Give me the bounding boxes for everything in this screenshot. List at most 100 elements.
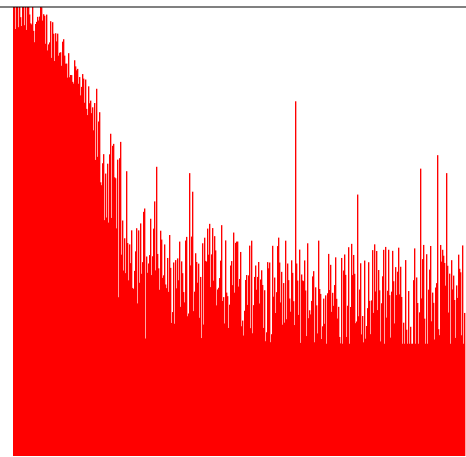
histogram-bar bbox=[380, 341, 382, 456]
histogram-bar bbox=[176, 288, 178, 456]
histogram-bar bbox=[253, 305, 255, 456]
histogram-bar bbox=[444, 262, 446, 456]
histogram-bar bbox=[252, 333, 254, 456]
histogram-bar bbox=[206, 261, 208, 456]
histogram-bar bbox=[28, 7, 30, 456]
histogram-bar bbox=[384, 343, 386, 456]
histogram-bar bbox=[19, 7, 21, 456]
histogram-bar bbox=[158, 268, 160, 456]
histogram-bar bbox=[234, 292, 236, 456]
histogram-bar bbox=[129, 244, 131, 456]
histogram-bar bbox=[385, 246, 387, 456]
histogram-bar bbox=[367, 308, 369, 456]
histogram-bar bbox=[130, 263, 132, 456]
histogram-bar bbox=[171, 322, 173, 456]
histogram-bar bbox=[276, 292, 278, 456]
histogram-bar bbox=[305, 290, 307, 456]
histogram-bar bbox=[144, 208, 146, 456]
histogram-bar bbox=[189, 173, 191, 456]
histogram-bar bbox=[459, 268, 461, 456]
histogram-bar bbox=[399, 294, 401, 456]
histogram-bar bbox=[159, 289, 161, 456]
histogram-bar bbox=[174, 323, 176, 456]
histogram-bar bbox=[269, 262, 271, 456]
histogram-bar bbox=[325, 295, 327, 456]
histogram-bar bbox=[222, 300, 224, 456]
histogram-bar bbox=[90, 100, 92, 457]
histogram-bar bbox=[418, 343, 420, 456]
histogram-bar bbox=[377, 310, 379, 456]
histogram-bar bbox=[68, 53, 70, 456]
histogram-bar bbox=[54, 61, 56, 456]
histogram-bar bbox=[261, 270, 263, 456]
histogram-bar bbox=[285, 240, 287, 456]
histogram-bar bbox=[237, 241, 239, 456]
histogram-bar bbox=[62, 41, 64, 457]
histogram-bar bbox=[205, 260, 207, 456]
histogram-bar bbox=[184, 302, 186, 456]
histogram-bar bbox=[387, 290, 389, 456]
histogram-bar bbox=[266, 332, 268, 456]
histogram-bar bbox=[108, 222, 110, 456]
histogram-bar bbox=[462, 245, 464, 456]
histogram-bar bbox=[344, 254, 346, 456]
histogram-bar bbox=[155, 270, 157, 456]
histogram-bar bbox=[394, 323, 396, 456]
histogram-bar bbox=[321, 339, 323, 456]
histogram-bar bbox=[145, 338, 147, 456]
histogram-bar bbox=[373, 312, 375, 456]
histogram-bar bbox=[220, 260, 222, 456]
histogram-bar bbox=[251, 240, 253, 456]
histogram-bar bbox=[280, 302, 282, 456]
histogram-bar bbox=[379, 290, 381, 456]
histogram-bar bbox=[29, 14, 31, 456]
histogram-bar bbox=[191, 236, 193, 456]
histogram-bar bbox=[27, 7, 29, 456]
histogram-bar bbox=[73, 83, 75, 457]
histogram-bar bbox=[214, 236, 216, 456]
histogram-bar bbox=[204, 237, 206, 456]
histogram-bar bbox=[125, 273, 127, 456]
histogram-bar bbox=[13, 7, 15, 456]
histogram-bar bbox=[203, 324, 205, 456]
histogram-bar bbox=[410, 326, 412, 456]
histogram-bar bbox=[210, 287, 212, 456]
histogram-bar bbox=[389, 295, 391, 456]
histogram-bar bbox=[70, 74, 72, 457]
histogram-bar bbox=[64, 55, 66, 456]
histogram-bar bbox=[240, 251, 242, 456]
histogram-bar bbox=[115, 178, 117, 456]
histogram-bar bbox=[97, 156, 99, 456]
histogram-bar bbox=[81, 86, 83, 457]
histogram-bar bbox=[361, 334, 363, 456]
histogram-bar bbox=[193, 311, 195, 456]
histogram-bar bbox=[335, 257, 337, 456]
histogram-bar bbox=[95, 159, 97, 456]
histogram-bar bbox=[135, 251, 137, 456]
histogram-bar bbox=[42, 20, 44, 457]
histogram-bar bbox=[146, 256, 148, 456]
histogram-bar bbox=[250, 328, 252, 456]
histogram-bar bbox=[213, 280, 215, 456]
histogram-bar bbox=[66, 63, 68, 457]
histogram-bar bbox=[30, 23, 32, 456]
histogram-bar bbox=[128, 280, 130, 456]
histogram-bar bbox=[82, 74, 84, 456]
histogram-bar bbox=[400, 266, 402, 456]
histogram-bar bbox=[51, 57, 53, 457]
histogram-bar bbox=[343, 270, 345, 456]
histogram-bar bbox=[248, 275, 250, 456]
histogram-bar bbox=[326, 343, 328, 456]
histogram-bar bbox=[124, 238, 126, 456]
histogram-bar bbox=[435, 287, 437, 456]
histogram-bar bbox=[118, 297, 120, 456]
histogram-bar bbox=[209, 223, 211, 456]
histogram-bar bbox=[45, 43, 47, 456]
histogram-bar bbox=[317, 333, 319, 456]
histogram-bar bbox=[281, 271, 283, 456]
histogram-bar bbox=[20, 17, 22, 456]
histogram-bar bbox=[196, 261, 198, 456]
histogram-bar bbox=[172, 312, 174, 456]
histogram-bar bbox=[137, 303, 139, 456]
histogram-bar bbox=[246, 275, 248, 456]
